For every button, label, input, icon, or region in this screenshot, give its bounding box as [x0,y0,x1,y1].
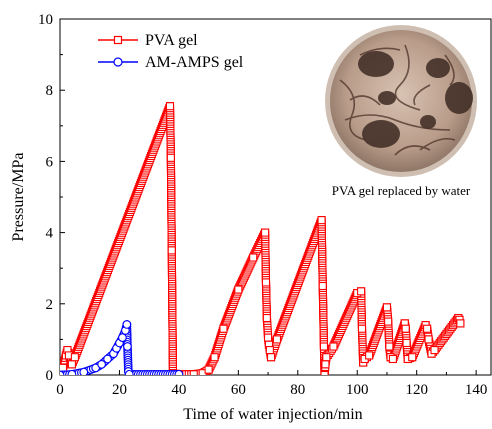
series-0-point [423,324,432,333]
legend-marker-pva [113,35,123,45]
x-tick-label: 120 [405,382,428,398]
y-axis-title: Pressure/MPa [10,153,27,242]
series-1-point [67,369,77,375]
series-1-point [97,359,106,369]
series-0-point [261,228,270,237]
series-0-point [357,324,367,333]
series-0-point [408,353,417,362]
series-0-point [456,319,465,328]
series-0-point [265,346,274,355]
x-tick-label: 80 [290,382,305,398]
series-0-point [385,342,394,351]
inset-caption: PVA gel replaced by water [332,183,471,198]
y-tick-label: 4 [46,226,54,242]
series-0-point [67,360,76,369]
legend: PVA gel AM-AMPS gel [98,32,244,71]
series-0-point [262,313,271,323]
series-1-point [79,367,89,375]
series-0-point [261,278,271,287]
data-layer [60,102,465,375]
series-1-point [124,369,134,375]
x-tick-label: 40 [171,382,186,398]
series-0-point [166,153,175,162]
series-0-point [321,360,330,369]
series-0-point [357,287,366,296]
series-0-point [70,353,79,362]
series-0-point [388,354,397,364]
x-tick-label: 60 [231,382,246,398]
legend-label-pva: PVA gel [145,32,198,49]
series-0-point [189,370,198,375]
series-1-point [174,369,184,375]
x-axis-title: Time of water injection/min [183,406,362,423]
series-0-point [272,335,282,344]
series-1-point [60,370,65,375]
x-tick-label: 0 [56,382,64,398]
series-0-point [320,370,329,375]
series-0-point [401,324,410,333]
series-0-point [322,353,331,362]
series-0-point [402,338,411,348]
series-0-point [319,342,329,351]
series-0-point [430,346,439,355]
series-0-point [219,324,228,333]
inset-photo: PVA gel replaced by water [322,25,480,198]
series-0-point [165,102,175,111]
y-tick-label: 2 [46,297,54,313]
legend-marker-amamps [113,57,123,67]
x-tick-label: 100 [346,382,369,398]
series-1-point [118,333,127,342]
series-1-point [103,354,112,364]
series-0-point [60,363,68,372]
y-tick-label: 10 [38,12,53,28]
legend-label-amamps: AM-AMPS gel [145,54,244,71]
series-0-point [384,317,393,326]
x-tick-label: 20 [112,382,127,398]
series-0-point [424,335,433,344]
series-1-point [122,320,132,329]
series-0-point [234,285,243,294]
series-0-point [382,303,392,312]
y-tick-label: 0 [46,368,54,384]
series-0-point [204,365,213,374]
series-1-point [123,342,132,351]
series-0-point [329,342,338,351]
y-tick-label: 8 [46,83,54,99]
series-0-point [266,353,276,362]
series-0-point [264,333,273,342]
series-0-point [365,351,374,360]
x-tick-label: 140 [465,382,488,398]
y-tick-label: 6 [46,154,54,170]
series-0-point [249,253,258,262]
series-0-point [317,216,326,225]
series-0-point [318,281,327,291]
series-0-point [167,246,176,255]
series-0-point [210,353,219,362]
